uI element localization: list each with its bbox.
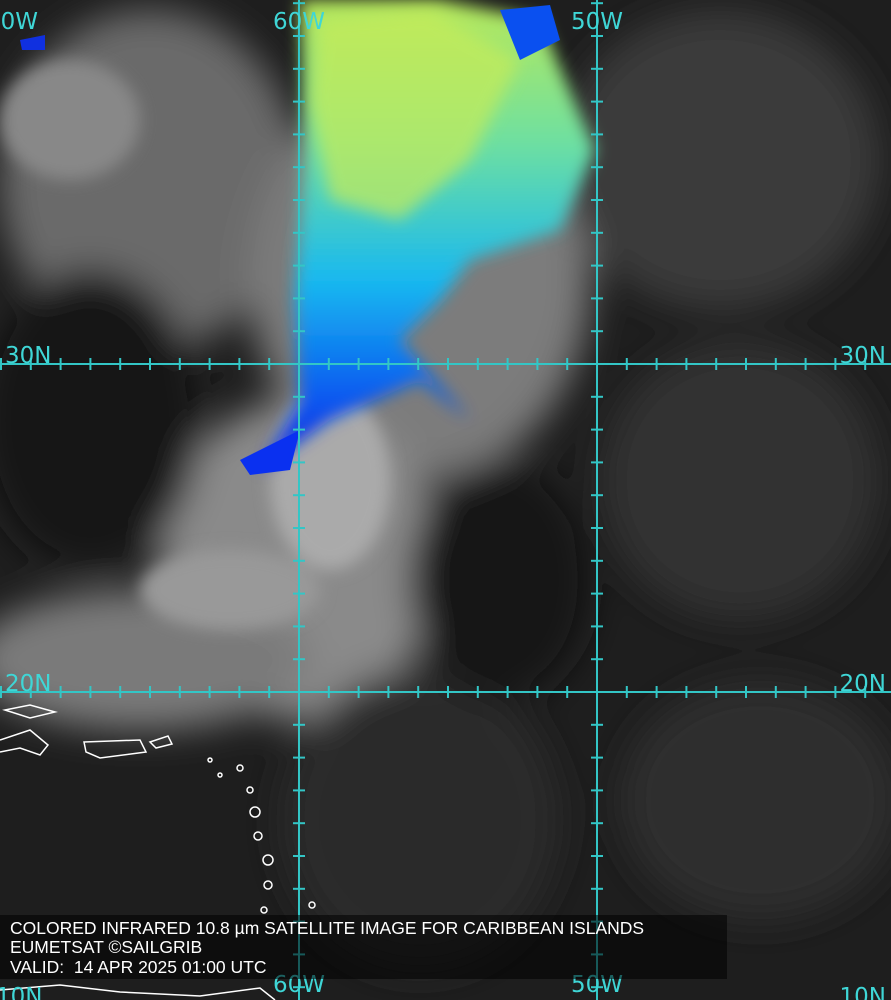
grid-label: 50W (571, 9, 623, 35)
caption-line: VALID: 14 APR 2025 01:00 UTC (10, 957, 266, 977)
caption-line: EUMETSAT ©SAILGRIB (10, 937, 202, 957)
grid-label: 60W (273, 9, 325, 35)
grid-label: 30N (5, 343, 51, 369)
caption-line: COLORED INFRARED 10.8 µm SATELLITE IMAGE… (10, 918, 644, 938)
colored-cloud-plume (20, 0, 595, 475)
grid-label: 20N (840, 671, 886, 697)
grid-label: 70W (0, 9, 38, 35)
grid-label: 10N (840, 984, 886, 1000)
caption: COLORED INFRARED 10.8 µm SATELLITE IMAGE… (0, 915, 727, 979)
grid-label: 10N (0, 984, 42, 1000)
grid-label: 20N (5, 671, 51, 697)
caption-box (0, 915, 727, 979)
coastlines (0, 704, 316, 1000)
grid-label: 30N (840, 343, 886, 369)
